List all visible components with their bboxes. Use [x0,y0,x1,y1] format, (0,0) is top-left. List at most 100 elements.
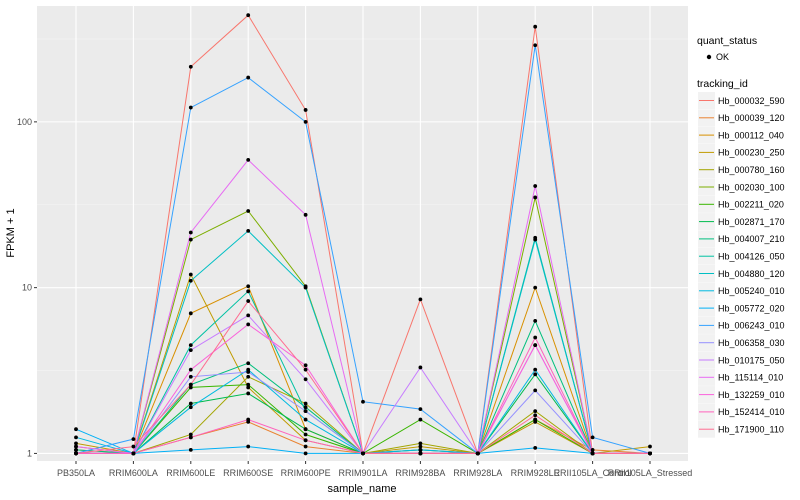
data-point [303,119,308,124]
data-point [188,405,193,410]
data-point [303,451,308,456]
data-point [533,372,538,377]
data-point [131,444,136,449]
x-axis-title: sample_name [327,483,396,495]
y-tick-label: 100 [17,117,32,127]
data-point [533,388,538,393]
data-point [303,427,308,432]
data-point [418,444,423,449]
legend-label: Hb_006358_030 [718,338,785,348]
data-point [131,451,136,456]
legend-label: Hb_005240_010 [718,286,785,296]
data-point [418,365,423,370]
data-point [361,399,365,404]
data-point [74,448,78,452]
legend-label: Hb_002030_100 [718,182,785,192]
data-point [533,24,538,29]
data-point [246,157,251,162]
data-point [188,237,193,242]
data-point [533,43,538,48]
data-point [533,409,538,413]
legend-label: Hb_004126_050 [718,252,785,262]
legend-label: Hb_004880_120 [718,269,785,279]
data-point [246,299,251,303]
data-point [74,444,78,449]
data-point [590,435,595,440]
data-point [590,448,595,452]
data-point [303,432,308,437]
data-point [303,108,308,112]
data-point [303,409,308,413]
data-point [246,228,251,233]
data-point [533,367,538,372]
data-point [188,311,193,316]
data-point [188,432,193,437]
legend-label: Hb_004007_210 [718,234,785,244]
data-point [533,184,538,188]
data-point [246,370,251,374]
x-tick-label: RRIM600LA [109,468,158,478]
data-point [188,435,193,440]
data-point [246,289,251,294]
data-point [188,382,193,387]
legend-label: Hb_002871_170 [718,217,785,227]
x-tick-label: PB350LA [57,468,95,478]
data-point [188,343,193,348]
data-point [533,343,538,348]
y-axis-title: FPKM + 1 [5,208,17,257]
data-point [303,285,308,290]
legend-label: Hb_000032_590 [718,96,785,106]
legend-label: Hb_132259_010 [718,390,785,400]
data-point [361,451,365,456]
data-point [188,367,193,372]
data-point [74,427,78,432]
data-point [74,451,78,456]
data-point [303,212,308,217]
data-point [533,413,538,418]
x-tick-label: RRIM928LA [453,468,502,478]
data-point [418,417,423,422]
data-point [303,438,308,443]
legend-label: Hb_152414_010 [718,407,785,417]
data-point [590,451,595,456]
data-point [246,313,251,318]
data-point [188,64,193,69]
data-point [246,374,251,379]
data-point [188,401,193,406]
data-point [188,448,193,452]
data-point [246,444,251,449]
data-point [303,363,308,368]
data-point [188,230,193,235]
legend-shape-label: OK [716,52,729,62]
data-point [246,361,251,366]
y-tick-label: 1 [27,448,32,458]
data-points [74,13,652,456]
data-point [303,401,308,406]
data-point [533,417,538,422]
data-point [303,377,308,382]
data-point [74,435,78,440]
x-tick-label: RRIM901LA [338,468,387,478]
legend-label: Hb_000230_250 [718,148,785,158]
legend-label: Hb_171900_110 [718,425,784,435]
data-point [246,284,251,289]
y-axis-ticks: 1 10 100 [17,117,37,458]
data-point [533,319,538,323]
x-tick-label: RRII105LA_Stressed [608,468,693,478]
legend-label: Hb_000780_160 [718,165,785,175]
x-tick-label: RRIM928BA [395,468,445,478]
legend-label: Hb_115114_010 [718,373,783,383]
legend-label: Hb_005772_020 [718,303,785,313]
y-tick-label: 10 [22,283,32,293]
x-tick-label: RRIM600PE [281,468,331,478]
data-point [303,405,308,410]
legend-label: Hb_006243_010 [718,321,785,331]
data-point [648,444,652,449]
x-tick-label: RRIM600SE [223,468,273,478]
data-point [303,367,308,372]
x-tick-label: RRII105LA_Control [554,468,632,478]
data-point [246,391,251,396]
data-point [246,382,251,387]
data-point [533,335,538,340]
